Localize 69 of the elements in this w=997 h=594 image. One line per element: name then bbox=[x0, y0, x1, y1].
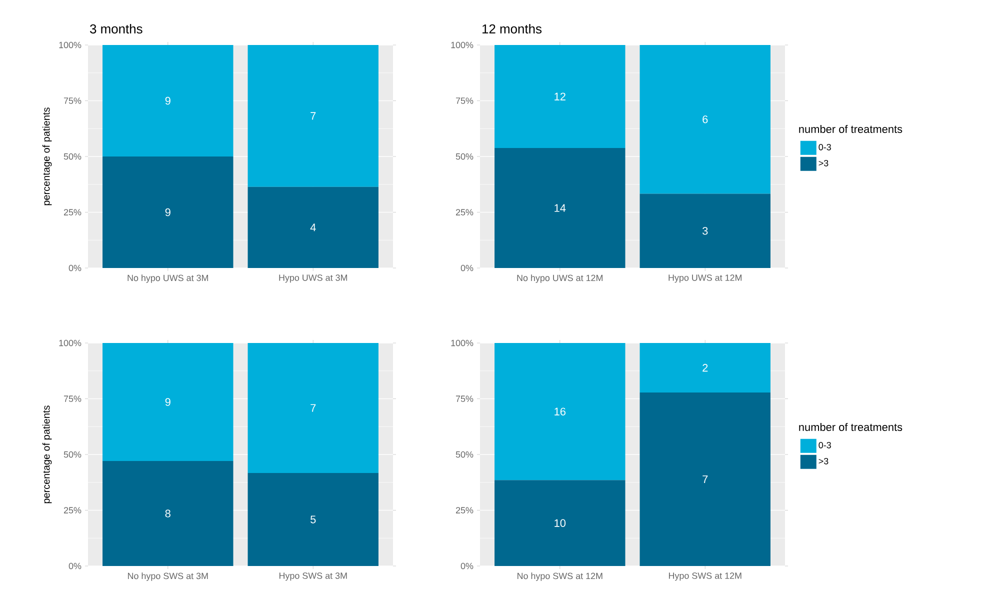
annotation: 8 bbox=[165, 510, 170, 518]
annotation: 2 bbox=[702, 364, 708, 372]
y-tick-label: 100% bbox=[451, 340, 474, 346]
x-tick-label: No hypo UWS at 12M bbox=[517, 274, 602, 283]
annotation: 10 bbox=[554, 519, 566, 527]
annotation: 7 bbox=[310, 404, 316, 412]
legend-label: 0-3 bbox=[818, 442, 831, 448]
y-tick-label: 100% bbox=[59, 42, 82, 48]
x-tick-label: Hypo SWS at 3M bbox=[279, 572, 347, 581]
bar bbox=[102, 460, 234, 566]
y-axis-title: percentage of patients bbox=[42, 108, 52, 206]
chart-title: 3 months bbox=[90, 24, 142, 34]
y-tick-label: 50% bbox=[64, 451, 82, 458]
bar bbox=[248, 44, 378, 187]
annotation: 9 bbox=[165, 96, 170, 105]
legend-label: >3 bbox=[818, 160, 828, 166]
bar bbox=[494, 148, 626, 268]
bar bbox=[494, 44, 626, 148]
x-tick-label: No hypo SWS at 12M bbox=[518, 572, 602, 581]
y-tick-label: 0% bbox=[460, 562, 474, 570]
legend-label: 0-3 bbox=[818, 144, 831, 150]
bar bbox=[640, 44, 770, 194]
legend-title: number of treatments bbox=[799, 422, 902, 431]
annotation: 4 bbox=[310, 224, 316, 232]
annotation: 16 bbox=[554, 408, 566, 416]
y-tick-label: 0% bbox=[68, 562, 82, 570]
annotation: 9 bbox=[165, 208, 170, 216]
y-tick-label: 100% bbox=[59, 340, 82, 346]
y-tick-label: 75% bbox=[456, 396, 474, 402]
bar bbox=[248, 186, 378, 268]
y-tick-label: 25% bbox=[64, 209, 82, 216]
annotation: 9 bbox=[165, 398, 170, 406]
x-tick-label: Hypo SWS at 12M bbox=[668, 572, 742, 581]
annotation: 12 bbox=[554, 92, 566, 100]
annotation: 7 bbox=[310, 112, 316, 120]
annotation: 6 bbox=[702, 115, 708, 124]
y-tick-label: 25% bbox=[456, 209, 474, 216]
bar bbox=[640, 194, 770, 268]
bar bbox=[248, 342, 378, 474]
bar bbox=[102, 156, 234, 268]
x-tick-label: No hypo SWS at 3M bbox=[128, 572, 208, 581]
annotation: 7 bbox=[702, 475, 708, 484]
y-tick-label: 75% bbox=[64, 98, 82, 104]
annotation: 3 bbox=[702, 226, 708, 235]
annotation: 5 bbox=[310, 516, 316, 524]
y-tick-label: 25% bbox=[64, 507, 82, 514]
y-tick-label: 50% bbox=[456, 153, 474, 160]
y-tick-label: 50% bbox=[456, 451, 474, 458]
x-tick-label: Hypo UWS at 12M bbox=[668, 274, 742, 283]
bar bbox=[494, 480, 626, 566]
y-axis-title: percentage of patients bbox=[42, 406, 52, 504]
x-tick-label: No hypo UWS at 3M bbox=[128, 274, 208, 283]
legend-label: >3 bbox=[818, 458, 828, 464]
bar bbox=[102, 44, 234, 156]
bar bbox=[102, 342, 234, 461]
bar bbox=[640, 342, 770, 393]
bar bbox=[494, 342, 626, 480]
y-tick-label: 75% bbox=[456, 98, 474, 104]
y-tick-label: 0% bbox=[460, 264, 474, 272]
y-tick-label: 50% bbox=[64, 153, 82, 160]
y-tick-label: 25% bbox=[456, 507, 474, 514]
x-tick-label: Hypo UWS at 3M bbox=[279, 274, 348, 283]
bar bbox=[248, 473, 378, 566]
y-tick-label: 0% bbox=[68, 264, 82, 272]
y-tick-label: 100% bbox=[451, 42, 474, 48]
chart-title: 12 months bbox=[482, 24, 542, 34]
y-tick-label: 75% bbox=[64, 396, 82, 402]
legend-title: number of treatments bbox=[799, 124, 902, 133]
annotation: 14 bbox=[554, 204, 566, 212]
